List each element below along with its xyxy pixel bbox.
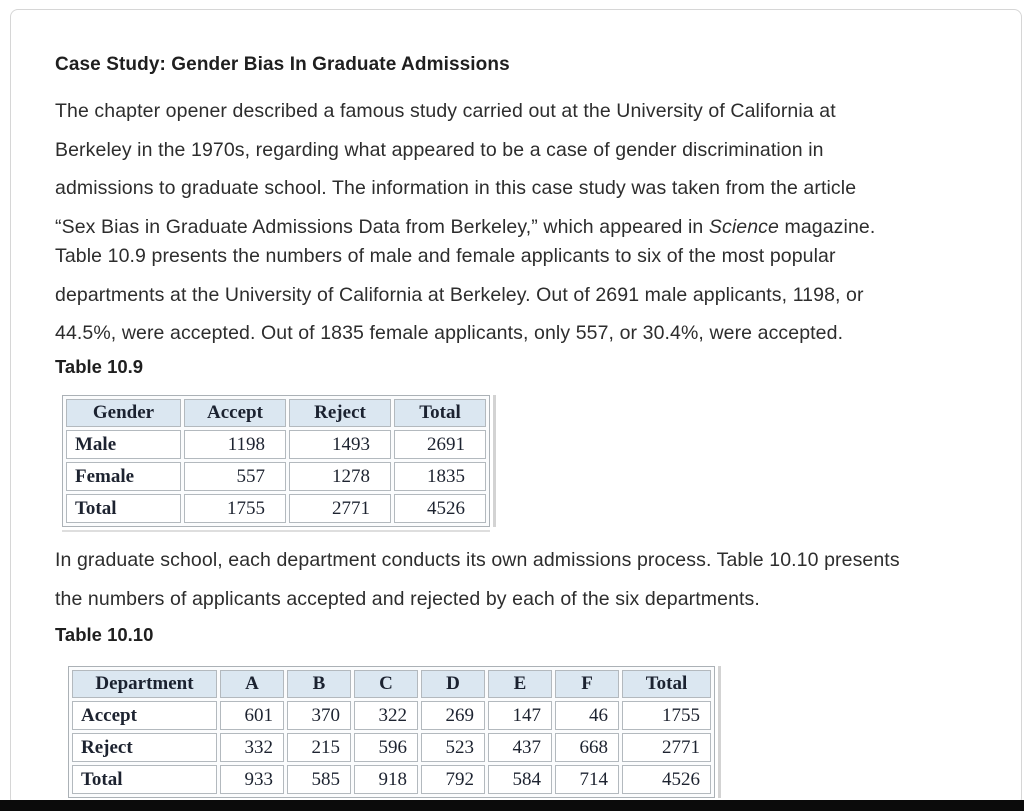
paragraph-line: “Sex Bias in Graduate Admissions Data fr…: [55, 208, 875, 247]
data-cell: 1755: [622, 701, 711, 730]
data-cell: 46: [555, 701, 619, 730]
paragraph-line: Table 10.9 presents the numbers of male …: [55, 245, 836, 267]
column-header-a: A: [220, 670, 284, 698]
column-header-c: C: [354, 670, 418, 698]
data-cell: 2691: [394, 430, 486, 459]
column-header-accept: Accept: [184, 399, 286, 427]
table-row-total: Total 1755 2771 4526: [66, 494, 486, 523]
data-cell: 2771: [289, 494, 391, 523]
data-cell: 1493: [289, 430, 391, 459]
row-label-cell: Female: [66, 462, 181, 491]
data-cell: 4526: [394, 494, 486, 523]
paragraph-table1010-summary: In graduate school, each department cond…: [55, 541, 900, 618]
column-header-b: B: [287, 670, 351, 698]
row-label-cell: Total: [66, 494, 181, 523]
paragraph-table109-summary: Table 10.9 presents the numbers of male …: [55, 237, 864, 353]
column-header-reject: Reject: [289, 399, 391, 427]
data-cell: 557: [184, 462, 286, 491]
table-header-row: Department A B C D E F Total: [72, 670, 711, 698]
gender-admissions-table: Gender Accept Reject Total Male 1198 149…: [62, 395, 490, 527]
column-header-f: F: [555, 670, 619, 698]
paragraph-line: The chapter opener described a famous st…: [55, 100, 836, 122]
data-cell: 147: [488, 701, 552, 730]
data-cell: 584: [488, 765, 552, 794]
paragraph-intro: The chapter opener described a famous st…: [55, 92, 875, 246]
table-row-reject: Reject 332 215 596 523 437 668 2771: [72, 733, 711, 762]
paragraph-line: admissions to graduate school. The infor…: [55, 177, 857, 199]
row-label-cell: Male: [66, 430, 181, 459]
data-cell: 523: [421, 733, 485, 762]
data-cell: 370: [287, 701, 351, 730]
data-cell: 1198: [184, 430, 286, 459]
column-header-department: Department: [72, 670, 217, 698]
table-row-accept: Accept 601 370 322 269 147 46 1755: [72, 701, 711, 730]
data-cell: 4526: [622, 765, 711, 794]
column-header-total: Total: [622, 670, 711, 698]
column-header-d: D: [421, 670, 485, 698]
data-cell: 668: [555, 733, 619, 762]
italic-journal-name: Science: [708, 215, 779, 238]
data-cell: 596: [354, 733, 418, 762]
data-cell: 437: [488, 733, 552, 762]
line-text-post: magazine.: [778, 215, 876, 238]
data-cell: 332: [220, 733, 284, 762]
row-label-cell: Reject: [72, 733, 217, 762]
data-cell: 933: [220, 765, 284, 794]
data-cell: 601: [220, 701, 284, 730]
column-header-e: E: [488, 670, 552, 698]
data-cell: 792: [421, 765, 485, 794]
row-label-cell: Total: [72, 765, 217, 794]
data-cell: 322: [354, 701, 418, 730]
column-header-total: Total: [394, 399, 486, 427]
bottom-window-bar: [0, 800, 1024, 811]
data-cell: 1278: [289, 462, 391, 491]
table1-caption: Table 10.9: [55, 356, 144, 377]
data-cell: 269: [421, 701, 485, 730]
data-cell: 1835: [394, 462, 486, 491]
data-cell: 918: [354, 765, 418, 794]
paragraph-line: the numbers of applicants accepted and r…: [55, 587, 760, 610]
data-cell: 1755: [184, 494, 286, 523]
line-text-pre: “Sex Bias in Graduate Admissions Data fr…: [55, 215, 709, 238]
table2-caption: Table 10.10: [55, 624, 154, 645]
data-cell: 215: [287, 733, 351, 762]
column-header-gender: Gender: [66, 399, 181, 427]
data-cell: 585: [287, 765, 351, 794]
table-row-male: Male 1198 1493 2691: [66, 430, 486, 459]
table-header-row: Gender Accept Reject Total: [66, 399, 486, 427]
data-cell: 2771: [622, 733, 711, 762]
paragraph-line: In graduate school, each department cond…: [55, 549, 900, 571]
table-row-total: Total 933 585 918 792 584 714 4526: [72, 765, 711, 794]
case-study-heading: Case Study: Gender Bias In Graduate Admi…: [55, 54, 510, 75]
data-cell: 714: [555, 765, 619, 794]
row-label-cell: Accept: [72, 701, 217, 730]
table-row-female: Female 557 1278 1835: [66, 462, 486, 491]
paragraph-line: Berkeley in the 1970s, regarding what ap…: [55, 138, 824, 161]
department-admissions-table: Department A B C D E F Total Accept 601 …: [68, 666, 715, 798]
paragraph-line: 44.5%, were accepted. Out of 1835 female…: [55, 322, 844, 344]
paragraph-line: departments at the University of Califor…: [55, 283, 864, 306]
